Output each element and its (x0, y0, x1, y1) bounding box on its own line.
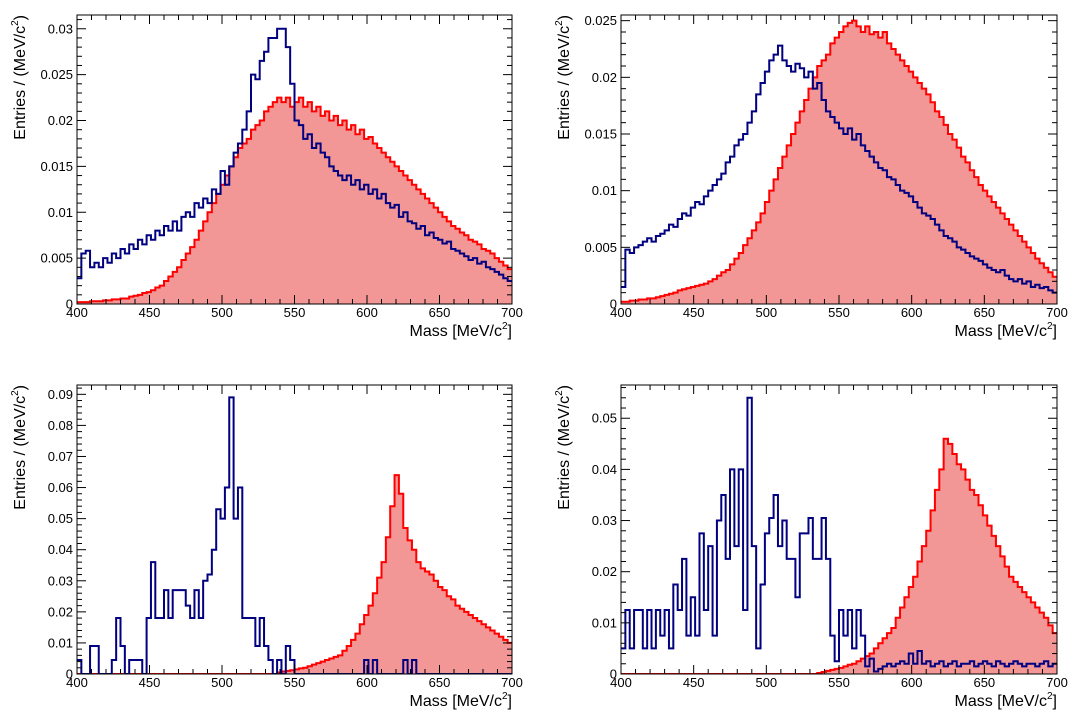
x-tick-label: 650 (429, 305, 451, 320)
filled-histogram-area (621, 20, 1057, 304)
filled-histogram-area (621, 438, 1057, 674)
x-tick-label: 600 (901, 675, 923, 690)
y-tick-label: 0.03 (48, 21, 73, 36)
x-tick-label: 400 (610, 305, 632, 320)
x-tick-label: 600 (356, 675, 378, 690)
y-tick-label: 0.01 (592, 183, 617, 198)
y-axis-title: Entries / (MeV/c2) (10, 15, 29, 140)
y-tick-label: 0.01 (48, 205, 73, 220)
y-tick-label: 0.04 (592, 462, 617, 477)
x-tick-label: 650 (973, 675, 995, 690)
y-tick-label: 0.015 (40, 159, 73, 174)
y-axis-title: Entries / (MeV/c2) (554, 385, 573, 510)
x-tick-label: 700 (1046, 675, 1068, 690)
y-tick-label: 0 (610, 667, 617, 682)
x-tick-label: 550 (284, 305, 306, 320)
y-tick-label: 0.05 (48, 511, 73, 526)
histogram-panel-3: 400 450 500 550 600 650 700 0 0.01 0.02 0.03 0.04 0.… (10, 384, 523, 710)
y-tick-label: 0.015 (584, 127, 617, 142)
y-tick-label: 0.04 (48, 542, 73, 557)
histogram-panel-1: 400 450 500 550 600 650 700 0 0.005 0.01 0.015 0.02… (10, 14, 523, 340)
y-tick-label: 0.01 (592, 615, 617, 630)
y-tick-label: 0.02 (592, 564, 617, 579)
filled-histogram-outline (77, 474, 512, 674)
step-histogram-line (621, 44, 1057, 294)
filled-histogram-area (77, 475, 512, 674)
x-tick-label: 550 (284, 675, 306, 690)
x-tick-label: 500 (211, 675, 233, 690)
y-tick-label: 0.02 (48, 113, 73, 128)
x-axis-title: Mass [MeV/c2] (410, 691, 512, 710)
x-tick-label: 700 (501, 305, 523, 320)
x-tick-label: 400 (66, 675, 88, 690)
x-tick-label: 500 (211, 305, 233, 320)
x-tick-label: 400 (610, 675, 632, 690)
x-axis-title: Mass [MeV/c2] (955, 691, 1057, 710)
x-tick-label: 600 (901, 305, 923, 320)
y-tick-label: 0.005 (40, 251, 73, 266)
x-tick-label: 650 (973, 305, 995, 320)
y-tick-label: 0 (610, 297, 617, 312)
histogram-panel-4: 400 450 500 550 600 650 700 0 0.01 0.02 0.03 0.04 0.… (554, 384, 1068, 710)
y-tick-label: 0.03 (592, 513, 617, 528)
step-histogram-line (621, 396, 1057, 673)
filled-histogram-outline (621, 437, 1057, 674)
y-tick-label: 0 (66, 297, 73, 312)
x-tick-label: 700 (501, 675, 523, 690)
x-tick-label: 500 (755, 305, 777, 320)
x-tick-label: 650 (429, 675, 451, 690)
y-tick-label: 0.08 (48, 418, 73, 433)
x-tick-label: 450 (683, 675, 705, 690)
step-histogram-line (77, 396, 512, 674)
y-tick-label: 0.005 (584, 240, 617, 255)
x-tick-label: 700 (1046, 305, 1068, 320)
filled-histogram-outline (621, 19, 1057, 303)
y-tick-label: 0.02 (592, 70, 617, 85)
y-tick-label: 0.07 (48, 449, 73, 464)
x-tick-label: 550 (828, 305, 850, 320)
y-tick-label: 0.025 (584, 13, 617, 28)
x-tick-label: 600 (356, 305, 378, 320)
y-tick-label: 0.01 (48, 635, 73, 650)
step-histogram-line (77, 27, 512, 283)
y-tick-label: 0.09 (48, 387, 73, 402)
y-axis-title: Entries / (MeV/c2) (10, 385, 29, 510)
filled-histogram-area (77, 97, 512, 304)
x-tick-label: 450 (139, 675, 161, 690)
x-tick-label: 450 (139, 305, 161, 320)
y-tick-label: 0 (66, 667, 73, 682)
y-tick-label: 0.025 (40, 67, 73, 82)
x-axis-title: Mass [MeV/c2] (955, 321, 1057, 340)
x-axis-title: Mass [MeV/c2] (410, 321, 512, 340)
histogram-panel-2: 400 450 500 550 600 650 700 0 0.005 0.01 0.015 0.02… (554, 13, 1068, 340)
y-tick-label: 0.05 (592, 411, 617, 426)
x-tick-label: 550 (828, 675, 850, 690)
y-axis-title: Entries / (MeV/c2) (554, 15, 573, 140)
x-tick-label: 400 (66, 305, 88, 320)
filled-histogram-outline (77, 96, 512, 304)
x-tick-label: 500 (755, 675, 777, 690)
x-tick-label: 450 (683, 305, 705, 320)
y-tick-label: 0.03 (48, 573, 73, 588)
y-tick-label: 0.02 (48, 604, 73, 619)
y-tick-label: 0.06 (48, 480, 73, 495)
